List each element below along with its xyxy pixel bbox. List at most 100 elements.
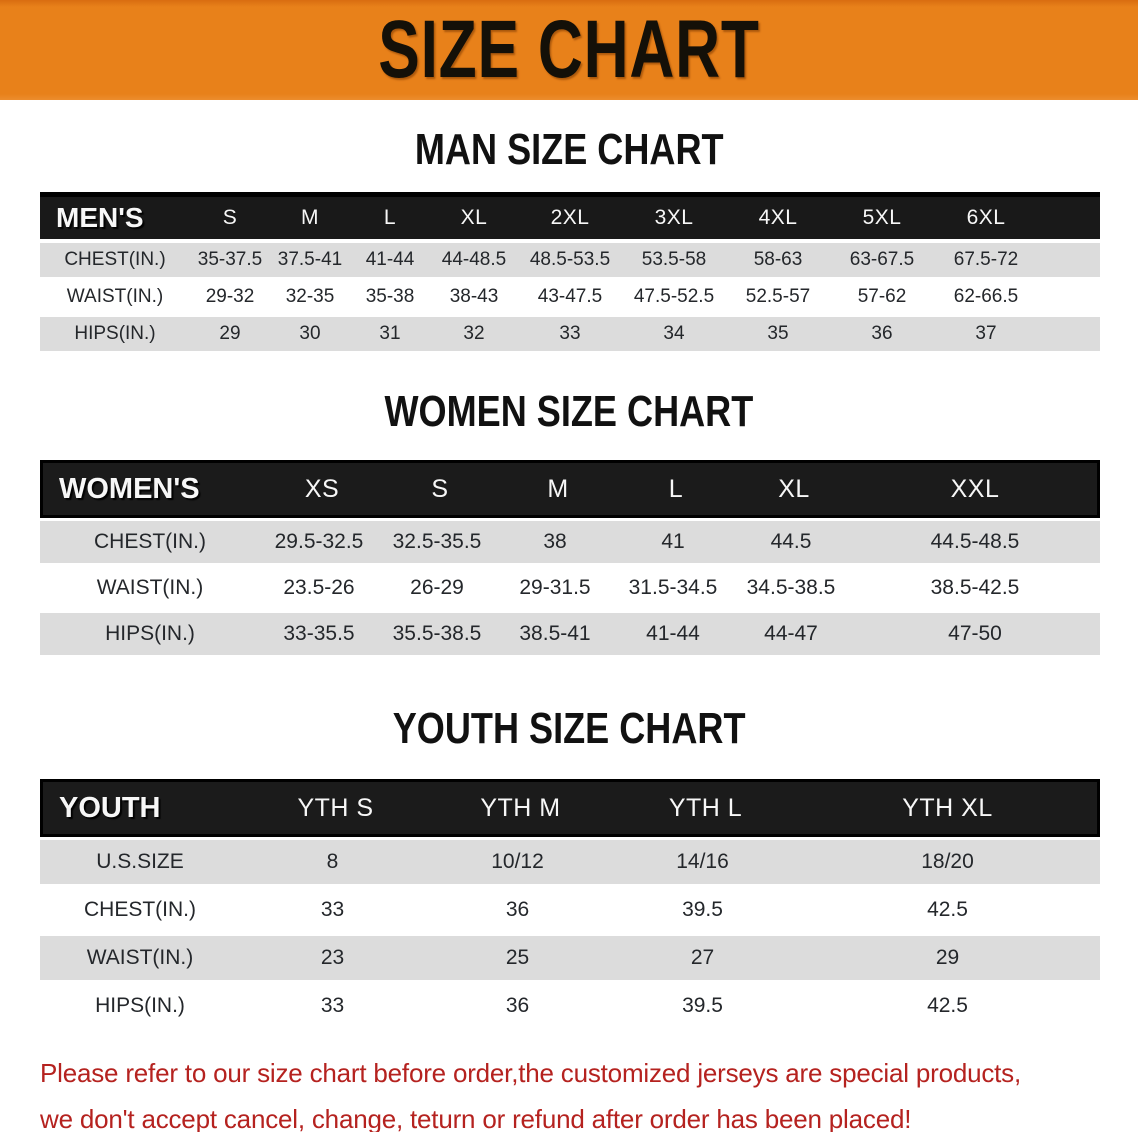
table-row: CHEST(IN.) 33 36 39.5 42.5 (40, 888, 1100, 936)
column-header: YTH S (297, 793, 374, 822)
table-cell: 25 (505, 946, 530, 969)
column-header: 4XL (758, 206, 798, 229)
table-cell: 27 (690, 946, 715, 969)
man-size-chart-section: MAN SIZE CHART MEN'S S M L XL 2XL 3XL 4XL 5XL 6XL… (0, 124, 1138, 354)
column-header: L (383, 206, 397, 229)
column-header: L (668, 474, 684, 503)
table-cell: 23.5-26 (283, 576, 355, 599)
table-cell: 44-47 (764, 622, 818, 645)
women-size-chart-title: WOMEN SIZE CHART (0, 386, 1138, 438)
table-cell: 29 (219, 323, 241, 344)
women-size-table: WOMEN'S XS S M L XL XXL CHEST(IN.) 29.5-32.5 32.5… (40, 460, 1100, 659)
table-row: HIPS(IN.) 33-35.5 35.5-38.5 38.5-41 41-44 44-… (40, 613, 1100, 659)
table-cell: 41 (661, 530, 685, 553)
table-cell: 14/16 (676, 850, 729, 873)
column-header: XL (778, 474, 810, 503)
table-header-label: YOUTH (59, 791, 161, 824)
disclaimer-notice: Please refer to our size chart before or… (40, 1050, 1108, 1132)
table-cell: 47.5-52.5 (633, 286, 715, 307)
table-cell: 42.5 (927, 994, 968, 1017)
page-title: SIZE CHART (378, 4, 760, 95)
table-cell: 38-43 (449, 286, 499, 307)
table-cell: 35-38 (365, 286, 415, 307)
table-row: WAIST(IN.) 23.5-26 26-29 29-31.5 31.5-34.5 34… (40, 567, 1100, 613)
table-cell: 31.5-34.5 (628, 576, 718, 599)
table-cell: 18/20 (921, 850, 974, 873)
man-size-chart-title-text: MAN SIZE CHART (414, 125, 724, 174)
column-header: S (431, 474, 449, 503)
table-cell: 29-32 (205, 286, 255, 307)
table-cell: 10/12 (491, 850, 544, 873)
column-header: M (547, 474, 569, 503)
table-cell: 57-62 (857, 286, 907, 307)
row-label: HIPS(IN.) (95, 994, 185, 1017)
table-cell: 48.5-53.5 (529, 249, 611, 270)
table-header-label: MEN'S (56, 202, 144, 233)
table-cell: 37.5-41 (277, 249, 343, 270)
row-label: WAIST(IN.) (96, 576, 204, 599)
table-cell: 31 (379, 323, 401, 344)
table-cell: 39.5 (682, 898, 723, 921)
table-row: HIPS(IN.) 29 30 31 32 33 34 35 36 37 (40, 317, 1100, 354)
table-cell: 62-66.5 (953, 286, 1019, 307)
table-cell: 8 (326, 850, 339, 873)
table-cell: 42.5 (927, 898, 968, 921)
table-cell: 35-37.5 (197, 249, 263, 270)
row-label: CHEST(IN.) (64, 249, 166, 270)
men-size-table: MEN'S S M L XL 2XL 3XL 4XL 5XL 6XL CHEST(IN.) 35-37… (40, 192, 1100, 354)
table-cell: 41-44 (365, 249, 415, 270)
disclaimer-line-1: Please refer to our size chart before or… (40, 1058, 1022, 1088)
disclaimer-line-2: we don't accept cancel, change, teturn o… (40, 1104, 912, 1132)
table-row: WAIST(IN.) 23 25 27 29 (40, 936, 1100, 984)
table-cell: 32-35 (285, 286, 335, 307)
table-cell: 58-63 (753, 249, 803, 270)
table-cell: 33 (320, 994, 345, 1017)
table-cell: 29.5-32.5 (274, 530, 364, 553)
table-cell: 44.5-48.5 (930, 530, 1020, 553)
column-header: YTH M (480, 793, 561, 822)
table-cell: 44.5 (770, 530, 812, 553)
table-cell: 32.5-35.5 (392, 530, 482, 553)
table-cell: 36 (505, 994, 530, 1017)
table-cell: 43-47.5 (537, 286, 603, 307)
table-cell: 33 (320, 898, 345, 921)
row-label: HIPS(IN.) (74, 323, 156, 344)
table-row: CHEST(IN.) 35-37.5 37.5-41 41-44 44-48.5 48.5… (40, 243, 1100, 280)
column-header: XS (304, 474, 340, 503)
table-cell: 33-35.5 (283, 622, 355, 645)
table-cell: 37 (975, 323, 997, 344)
column-header: 5XL (862, 206, 902, 229)
table-cell: 29 (935, 946, 960, 969)
table-cell: 26-29 (410, 576, 464, 599)
column-header: 3XL (654, 206, 694, 229)
table-cell: 39.5 (682, 994, 723, 1017)
table-cell: 30 (299, 323, 321, 344)
man-size-chart-title: MAN SIZE CHART (0, 124, 1138, 176)
table-header-label: WOMEN'S (59, 472, 200, 505)
column-header: XXL (950, 474, 1000, 503)
youth-size-chart-title-text: YOUTH SIZE CHART (392, 704, 746, 753)
table-cell: 35.5-38.5 (392, 622, 482, 645)
table-cell: 36 (871, 323, 893, 344)
row-label: WAIST(IN.) (86, 946, 194, 969)
table-cell: 63-67.5 (849, 249, 915, 270)
banner: SIZE CHART (0, 0, 1138, 100)
table-cell: 23 (320, 946, 345, 969)
table-cell: 34 (663, 323, 685, 344)
women-size-chart-section: WOMEN SIZE CHART WOMEN'S XS S M L XL XXL CHEST(… (0, 386, 1138, 659)
table-cell: 29-31.5 (519, 576, 591, 599)
table-cell: 33 (559, 323, 581, 344)
table-header-row: YOUTH YTH S YTH M YTH L YTH XL (40, 779, 1100, 837)
column-header: XL (460, 206, 488, 229)
column-header: M (301, 206, 319, 229)
women-size-chart-title-text: WOMEN SIZE CHART (384, 387, 754, 436)
youth-size-chart-title: YOUTH SIZE CHART (0, 703, 1138, 755)
column-header: YTH XL (902, 793, 993, 822)
table-cell: 44-48.5 (441, 249, 507, 270)
column-header: YTH L (668, 793, 743, 822)
row-label: CHEST(IN.) (94, 530, 206, 553)
table-cell: 36 (505, 898, 530, 921)
table-header-row: WOMEN'S XS S M L XL XXL (40, 460, 1100, 518)
row-label: U.S.SIZE (96, 850, 184, 873)
table-cell: 38.5-42.5 (930, 576, 1020, 599)
